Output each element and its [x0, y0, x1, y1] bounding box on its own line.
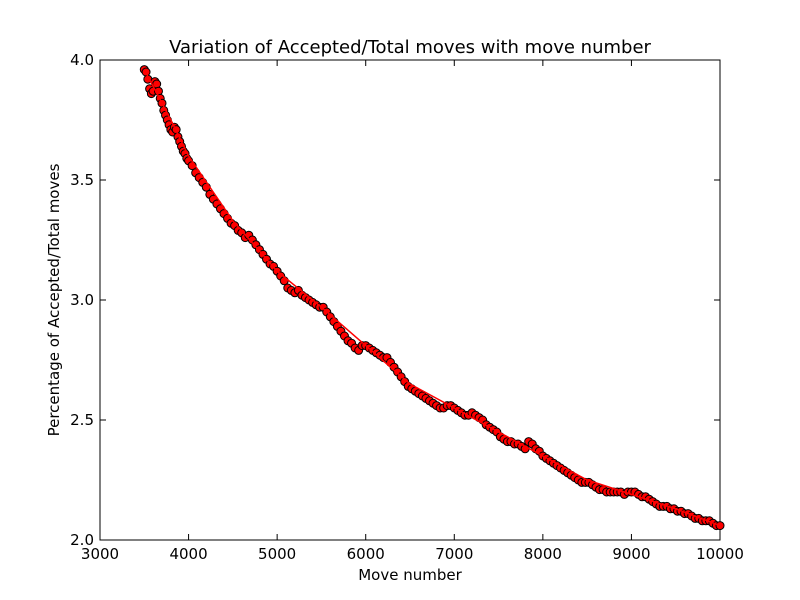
x-tick-label-7: 10000 — [696, 545, 744, 563]
axis-ticks — [99, 59, 721, 541]
y-axis-label: Percentage of Accepted/Total moves — [45, 163, 63, 436]
y-tick-label-3: 3.5 — [70, 171, 94, 189]
chart-title: Variation of Accepted/Total moves with m… — [169, 37, 651, 58]
x-tick-label-2: 5000 — [258, 545, 296, 563]
y-tick-label-4: 4.0 — [70, 51, 94, 69]
fit-line — [143, 69, 721, 527]
x-tick-label-0: 3000 — [81, 545, 119, 563]
x-tick-label-4: 7000 — [435, 545, 473, 563]
tick-labels: 3000 4000 5000 6000 7000 8000 9000 10000 2.0 2.5 3… — [70, 51, 744, 563]
y-tick-label-2: 3.0 — [70, 291, 94, 309]
plot-frame — [99, 59, 721, 541]
y-tick-label-0: 2.0 — [70, 531, 94, 549]
x-axis-label: Move number — [358, 566, 462, 584]
x-tick-label-6: 9000 — [612, 545, 650, 563]
x-tick-label-1: 4000 — [169, 545, 207, 563]
y-tick-label-1: 2.5 — [70, 411, 94, 429]
x-tick-label-3: 6000 — [347, 545, 385, 563]
x-tick-label-5: 8000 — [524, 545, 562, 563]
